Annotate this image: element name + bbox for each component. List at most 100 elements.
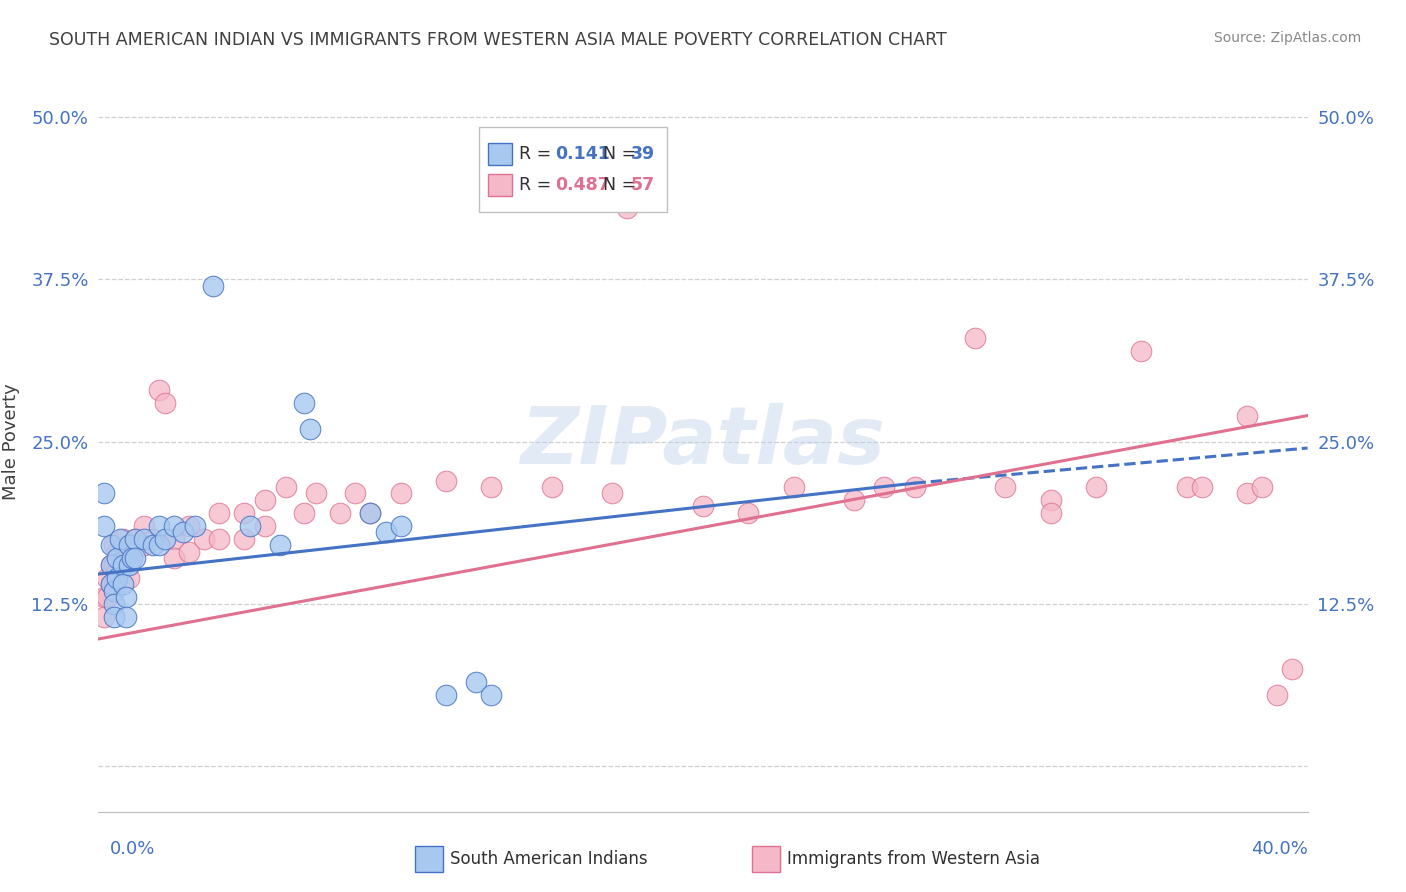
Point bbox=[105, 545, 128, 559]
Text: 39: 39 bbox=[630, 145, 655, 163]
Point bbox=[153, 532, 176, 546]
Point bbox=[103, 583, 125, 598]
Point bbox=[100, 577, 122, 591]
Point bbox=[253, 493, 276, 508]
Point bbox=[232, 506, 254, 520]
Text: ZIPatlas: ZIPatlas bbox=[520, 402, 886, 481]
Text: 0.141: 0.141 bbox=[555, 145, 610, 163]
Point bbox=[132, 519, 155, 533]
Point bbox=[904, 480, 927, 494]
Point bbox=[121, 551, 143, 566]
Point bbox=[481, 480, 503, 494]
Point bbox=[873, 480, 896, 494]
Point bbox=[360, 506, 382, 520]
Point bbox=[179, 519, 201, 533]
Point bbox=[481, 688, 503, 702]
Point bbox=[184, 519, 207, 533]
Point bbox=[965, 331, 987, 345]
Point bbox=[344, 486, 367, 500]
Point bbox=[96, 591, 118, 605]
Text: 0.487: 0.487 bbox=[555, 176, 610, 194]
Point bbox=[103, 577, 125, 591]
Point bbox=[1267, 688, 1289, 702]
Point bbox=[1175, 480, 1198, 494]
Point bbox=[1130, 343, 1153, 358]
Point bbox=[239, 519, 262, 533]
Point bbox=[132, 538, 155, 552]
Point bbox=[105, 565, 128, 579]
Point bbox=[142, 532, 165, 546]
FancyBboxPatch shape bbox=[488, 174, 512, 195]
Point bbox=[153, 395, 176, 409]
Point bbox=[292, 506, 315, 520]
Point bbox=[783, 480, 806, 494]
Point bbox=[299, 421, 322, 435]
Point bbox=[179, 545, 201, 559]
Text: South American Indians: South American Indians bbox=[450, 850, 648, 868]
Point bbox=[360, 506, 382, 520]
Point bbox=[105, 551, 128, 566]
Y-axis label: Male Poverty: Male Poverty bbox=[3, 384, 20, 500]
Text: 57: 57 bbox=[630, 176, 655, 194]
Point bbox=[292, 395, 315, 409]
Point bbox=[103, 610, 125, 624]
Point bbox=[114, 591, 136, 605]
Point bbox=[124, 532, 146, 546]
Point bbox=[118, 551, 141, 566]
Point bbox=[163, 551, 186, 566]
Point bbox=[111, 577, 134, 591]
Point bbox=[232, 532, 254, 546]
Point bbox=[103, 597, 125, 611]
Point bbox=[118, 571, 141, 585]
Point bbox=[253, 519, 276, 533]
Point bbox=[692, 500, 714, 514]
Point bbox=[105, 571, 128, 585]
Point bbox=[202, 278, 225, 293]
Point bbox=[163, 519, 186, 533]
Point bbox=[100, 577, 122, 591]
Point bbox=[93, 486, 115, 500]
Point bbox=[111, 551, 134, 566]
Point bbox=[118, 558, 141, 572]
Point bbox=[208, 506, 231, 520]
Point bbox=[100, 538, 122, 552]
Point bbox=[434, 474, 457, 488]
Point bbox=[124, 551, 146, 566]
Point bbox=[193, 532, 215, 546]
Point bbox=[118, 538, 141, 552]
Point bbox=[540, 480, 562, 494]
Point bbox=[1236, 486, 1258, 500]
Text: N =: N = bbox=[592, 145, 641, 163]
Point bbox=[93, 610, 115, 624]
Point bbox=[148, 538, 170, 552]
Point bbox=[1281, 662, 1303, 676]
Text: Immigrants from Western Asia: Immigrants from Western Asia bbox=[787, 850, 1040, 868]
Text: SOUTH AMERICAN INDIAN VS IMMIGRANTS FROM WESTERN ASIA MALE POVERTY CORRELATION C: SOUTH AMERICAN INDIAN VS IMMIGRANTS FROM… bbox=[49, 31, 948, 49]
Point bbox=[100, 558, 122, 572]
Point bbox=[100, 558, 122, 572]
Point bbox=[269, 538, 291, 552]
Point bbox=[1039, 506, 1062, 520]
Point bbox=[103, 538, 125, 552]
Point bbox=[737, 506, 759, 520]
FancyBboxPatch shape bbox=[488, 144, 512, 165]
Text: Source: ZipAtlas.com: Source: ZipAtlas.com bbox=[1213, 31, 1361, 45]
Point bbox=[111, 532, 134, 546]
Point bbox=[148, 519, 170, 533]
Text: R =: R = bbox=[519, 145, 557, 163]
Point bbox=[93, 591, 115, 605]
Point bbox=[142, 538, 165, 552]
Point bbox=[274, 480, 297, 494]
Point bbox=[163, 532, 186, 546]
Point bbox=[148, 383, 170, 397]
Point bbox=[1251, 480, 1274, 494]
Point bbox=[616, 201, 638, 215]
Point bbox=[329, 506, 352, 520]
Point bbox=[208, 532, 231, 546]
Point bbox=[1191, 480, 1213, 494]
Point bbox=[108, 532, 131, 546]
Point bbox=[994, 480, 1017, 494]
Point bbox=[111, 558, 134, 572]
Point bbox=[434, 688, 457, 702]
Point bbox=[132, 532, 155, 546]
